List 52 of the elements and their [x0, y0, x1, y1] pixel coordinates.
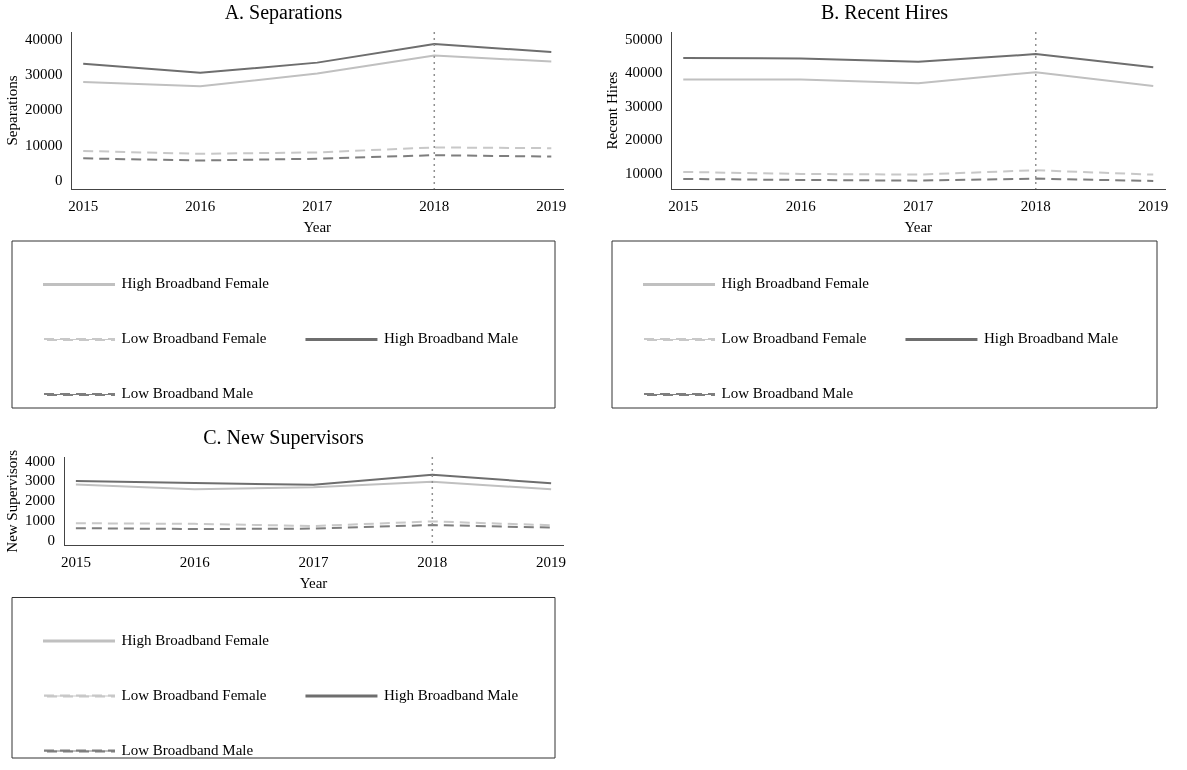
x-tick-label: 2016: [179, 554, 211, 571]
y-tick-label: 40000: [25, 31, 63, 48]
legend-label: High Broadband Male: [383, 686, 519, 703]
chart-title: B. Recent Hires: [820, 1, 949, 24]
x-tick-label: 2018: [419, 197, 450, 214]
y-tick-label: 30000: [25, 66, 63, 83]
y-tick-label: 20000: [25, 101, 63, 118]
legend-label: Low Broadband Female: [721, 330, 867, 347]
x-tick-label: 2016: [785, 197, 817, 214]
x-axis-title: Year: [904, 218, 933, 235]
legend-label: Low Broadband Female: [121, 686, 267, 703]
x-tick-label: 2015: [668, 197, 699, 214]
y-tick-label: 10000: [625, 164, 663, 181]
y-axis-title: New Supervisors: [3, 449, 20, 553]
y-tick-label: 40000: [625, 64, 663, 81]
x-tick-label: 2019: [1138, 197, 1169, 214]
x-tick-label: 2017: [298, 554, 329, 571]
legend-label: Low Broadband Male: [121, 741, 254, 758]
x-tick-label: 2015: [60, 554, 91, 571]
y-tick-label: 0: [55, 171, 63, 188]
legend-label: Low Broadband Male: [121, 385, 254, 402]
x-tick-label: 2019: [536, 197, 567, 214]
y-tick-label: 1000: [25, 512, 55, 529]
chart-title: C. New Supervisors: [203, 426, 364, 450]
y-tick-label: 4000: [25, 452, 55, 469]
y-tick-label: 30000: [625, 97, 663, 114]
x-tick-label: 2019: [536, 554, 567, 571]
x-tick-label: 2017: [302, 197, 333, 214]
line-series: [82, 146, 553, 155]
y-axis-title: Recent Hires: [603, 71, 620, 150]
y-tick-label: 50000: [625, 30, 663, 47]
y-tick-label: 0: [47, 532, 55, 549]
y-tick-label: 2000: [25, 492, 55, 509]
y-axis-title: Separations: [3, 75, 20, 146]
x-tick-label: 2016: [185, 197, 216, 214]
legend-label: High Broadband Male: [983, 330, 1119, 347]
x-axis-title: Year: [299, 575, 328, 592]
legend-label: Low Broadband Male: [721, 385, 854, 402]
x-tick-label: 2018: [417, 554, 448, 571]
x-tick-label: 2018: [1020, 197, 1051, 214]
legend-label: High Broadband Female: [121, 631, 270, 648]
x-tick-label: 2017: [903, 197, 934, 214]
y-tick-label: 3000: [25, 472, 55, 489]
y-tick-label: 10000: [25, 136, 63, 153]
legend-label: High Broadband Female: [721, 275, 870, 292]
legend-label: High Broadband Female: [121, 275, 270, 292]
y-tick-label: 20000: [625, 131, 663, 148]
chart-title: A. Separations: [224, 1, 343, 25]
legend-label: Low Broadband Female: [121, 330, 267, 347]
x-tick-label: 2015: [68, 197, 99, 214]
x-axis-title: Year: [303, 218, 332, 235]
legend-label: High Broadband Male: [383, 330, 519, 347]
